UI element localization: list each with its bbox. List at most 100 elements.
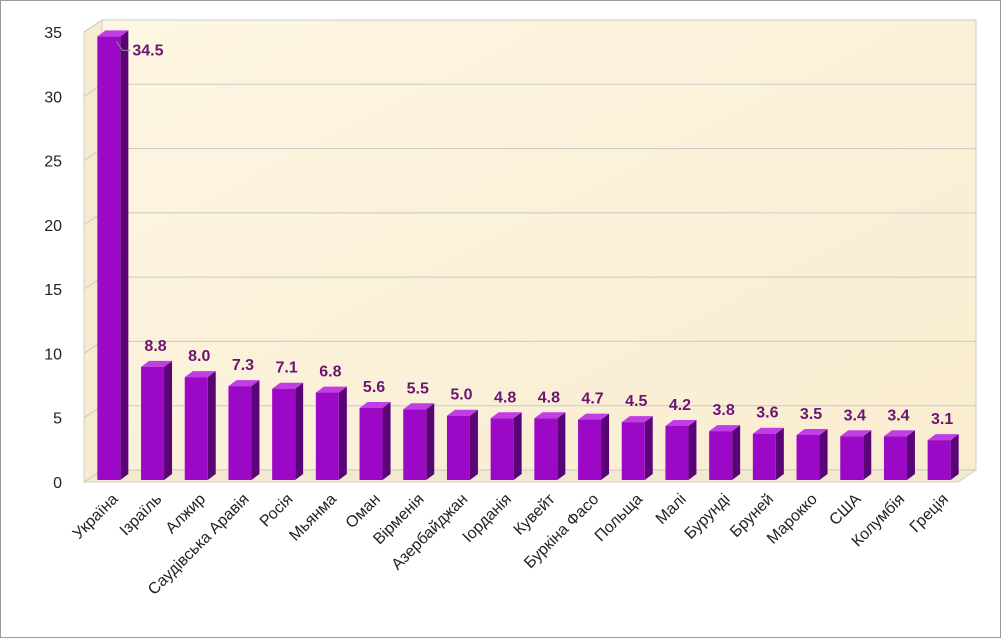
bar-front <box>403 409 427 480</box>
y-tick-label: 0 <box>53 475 62 492</box>
bar <box>578 413 610 480</box>
bar-side <box>207 371 216 480</box>
data-label: 4.8 <box>538 389 560 406</box>
data-label: 5.5 <box>407 380 429 397</box>
bar-top <box>840 430 872 437</box>
y-tick-label: 35 <box>44 25 62 42</box>
plot-area <box>82 19 978 483</box>
bar-front <box>141 366 165 480</box>
bar-side <box>950 434 959 480</box>
bar <box>315 386 347 480</box>
data-label: 4.2 <box>669 397 691 414</box>
y-axis: 0 5 10 15 20 25 30 35 <box>44 25 62 492</box>
data-label: 5.0 <box>450 387 472 404</box>
bar-top <box>272 382 304 389</box>
bar <box>272 382 304 480</box>
data-label: 34.5 <box>132 42 163 59</box>
bar <box>403 403 435 480</box>
bar-top <box>578 413 610 420</box>
bar-top <box>403 403 435 410</box>
data-label: 3.1 <box>931 411 953 428</box>
bar <box>490 412 522 480</box>
bar-front <box>359 408 383 480</box>
bar-top <box>359 402 391 408</box>
bar-front <box>315 392 339 480</box>
leader-line <box>115 41 131 51</box>
bar-side <box>819 429 828 480</box>
bar-side <box>120 30 129 481</box>
bar-top <box>752 427 784 434</box>
bar-side <box>644 416 653 480</box>
bar-top <box>97 30 129 37</box>
data-label: 5.6 <box>363 379 385 396</box>
bar-top <box>796 429 828 435</box>
category-label: США <box>826 491 864 529</box>
bar-side <box>382 402 391 480</box>
bar-front <box>883 436 907 480</box>
bar-top <box>490 412 522 419</box>
bar <box>446 409 478 480</box>
data-label: 7.3 <box>232 357 254 374</box>
bar-front <box>665 426 689 480</box>
bar-top <box>621 416 653 423</box>
data-label: 7.1 <box>276 360 298 377</box>
bar-side <box>426 403 435 480</box>
bar-side <box>338 386 347 480</box>
category-label: Оман <box>343 491 384 532</box>
bar-front <box>184 377 208 480</box>
bar-front <box>796 435 820 480</box>
data-label: 4.5 <box>625 393 647 410</box>
bar-side <box>601 413 610 480</box>
bar-side <box>164 360 173 480</box>
bar-front <box>446 415 470 480</box>
bar-top <box>927 434 959 441</box>
bar-top <box>228 380 260 387</box>
bar-front <box>272 388 296 480</box>
y-tick-label: 25 <box>44 154 62 171</box>
bar-side <box>251 380 260 480</box>
bar-side <box>513 412 522 480</box>
bar <box>709 425 741 480</box>
bar <box>228 380 260 480</box>
bar <box>752 427 784 480</box>
bar-front <box>752 433 776 480</box>
category-label: Азербайджан <box>389 491 472 574</box>
bar-top <box>446 409 478 416</box>
bar <box>621 416 653 480</box>
data-label: 3.4 <box>887 407 909 424</box>
bar-top <box>184 371 216 378</box>
data-label: 4.8 <box>494 389 516 406</box>
gridline <box>83 19 976 33</box>
bar-side <box>906 430 915 480</box>
bar <box>883 430 915 480</box>
bar-front <box>840 436 864 480</box>
bar-front <box>578 419 602 480</box>
bar <box>665 420 697 480</box>
category-label: Мьянма <box>286 491 340 545</box>
bar-front <box>534 418 558 480</box>
category-label: Бурунді <box>682 491 734 543</box>
category-label: Греція <box>907 491 952 536</box>
data-label: 3.5 <box>800 406 822 423</box>
bar <box>840 430 872 480</box>
data-label: 8.0 <box>188 348 210 365</box>
bar-front <box>621 422 645 480</box>
data-label: 4.7 <box>581 391 603 408</box>
category-label: Польща <box>592 491 646 545</box>
data-label: 3.4 <box>844 407 866 424</box>
category-label: Україна <box>70 491 122 543</box>
y-tick-label: 30 <box>44 89 62 106</box>
data-labels: 34.5 8.8 8.0 7.3 7.1 6.8 5.6 5.5 5.0 4.8 4.8 4.7 4.5… <box>115 41 953 428</box>
bar <box>97 30 129 481</box>
data-label: 3.8 <box>713 402 735 419</box>
data-label: 3.6 <box>756 405 778 422</box>
bar-side <box>557 412 566 480</box>
y-tick-label: 10 <box>44 346 62 363</box>
bars <box>97 30 959 481</box>
bar-side <box>295 382 304 480</box>
bar-front <box>709 431 733 480</box>
bar-front <box>490 418 514 480</box>
y-tick-label: 5 <box>53 411 62 428</box>
